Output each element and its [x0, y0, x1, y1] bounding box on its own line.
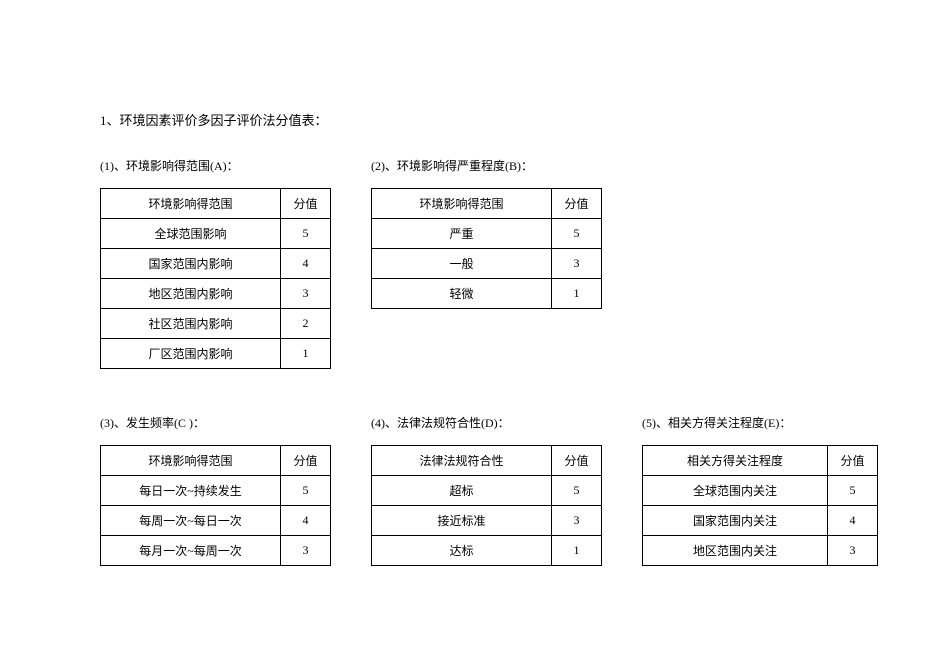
table-cell: 厂区范围内影响	[101, 339, 281, 369]
table-header-cell: 环境影响得范围	[101, 446, 281, 476]
table-row: 严重 5	[372, 219, 602, 249]
table-header-cell: 分值	[828, 446, 878, 476]
section-d: (4)、法律法规符合性(D)： 法律法规符合性 分值 超标 5 接近标准 3 达…	[371, 414, 602, 566]
table-cell: 1	[552, 536, 602, 566]
table-cell: 达标	[372, 536, 552, 566]
table-row: 轻微 1	[372, 279, 602, 309]
table-e: 相关方得关注程度 分值 全球范围内关注 5 国家范围内关注 4 地区范围内关注 …	[642, 445, 878, 566]
table-cell: 地区范围内关注	[643, 536, 828, 566]
table-d: 法律法规符合性 分值 超标 5 接近标准 3 达标 1	[371, 445, 602, 566]
table-row: 全球范围影响 5	[101, 219, 331, 249]
table-row: 相关方得关注程度 分值	[643, 446, 878, 476]
table-cell: 3	[281, 279, 331, 309]
table-cell: 地区范围内影响	[101, 279, 281, 309]
table-cell: 3	[552, 506, 602, 536]
main-title: 1、环境因素评价多因子评价法分值表：	[100, 110, 945, 129]
section-c-title: (3)、发生频率(C )：	[100, 414, 331, 431]
table-cell: 社区范围内影响	[101, 309, 281, 339]
table-cell: 3	[281, 536, 331, 566]
table-row: 超标 5	[372, 476, 602, 506]
table-cell: 4	[828, 506, 878, 536]
table-header-cell: 分值	[281, 446, 331, 476]
table-row: 达标 1	[372, 536, 602, 566]
table-cell: 每日一次~持续发生	[101, 476, 281, 506]
table-cell: 3	[552, 249, 602, 279]
section-a-title: (1)、环境影响得范围(A)：	[100, 157, 331, 174]
table-cell: 全球范围影响	[101, 219, 281, 249]
section-b: (2)、环境影响得严重程度(B)： 环境影响得范围 分值 严重 5 一般 3 轻…	[371, 157, 602, 369]
table-cell: 1	[552, 279, 602, 309]
table-cell: 轻微	[372, 279, 552, 309]
table-cell: 每月一次~每周一次	[101, 536, 281, 566]
table-row: 社区范围内影响 2	[101, 309, 331, 339]
table-header-cell: 分值	[552, 189, 602, 219]
section-b-title: (2)、环境影响得严重程度(B)：	[371, 157, 602, 174]
table-row: 环境影响得范围 分值	[101, 446, 331, 476]
table-cell: 接近标准	[372, 506, 552, 536]
section-e: (5)、相关方得关注程度(E)： 相关方得关注程度 分值 全球范围内关注 5 国…	[642, 414, 878, 566]
table-cell: 5	[281, 219, 331, 249]
table-header-cell: 环境影响得范围	[372, 189, 552, 219]
table-header-cell: 相关方得关注程度	[643, 446, 828, 476]
section-d-title: (4)、法律法规符合性(D)：	[371, 414, 602, 431]
table-cell: 一般	[372, 249, 552, 279]
table-row: 每月一次~每周一次 3	[101, 536, 331, 566]
table-header-cell: 分值	[552, 446, 602, 476]
table-cell: 每周一次~每日一次	[101, 506, 281, 536]
table-row: 地区范围内影响 3	[101, 279, 331, 309]
table-b: 环境影响得范围 分值 严重 5 一般 3 轻微 1	[371, 188, 602, 309]
table-row: 一般 3	[372, 249, 602, 279]
table-header-cell: 环境影响得范围	[101, 189, 281, 219]
table-cell: 3	[828, 536, 878, 566]
table-header-cell: 分值	[281, 189, 331, 219]
row-1: (1)、环境影响得范围(A)： 环境影响得范围 分值 全球范围影响 5 国家范围…	[100, 157, 945, 369]
table-cell: 全球范围内关注	[643, 476, 828, 506]
table-cell: 5	[828, 476, 878, 506]
table-row: 环境影响得范围 分值	[372, 189, 602, 219]
row-2: (3)、发生频率(C )： 环境影响得范围 分值 每日一次~持续发生 5 每周一…	[100, 414, 945, 566]
table-cell: 5	[281, 476, 331, 506]
table-row: 每周一次~每日一次 4	[101, 506, 331, 536]
section-e-title: (5)、相关方得关注程度(E)：	[642, 414, 878, 431]
table-row: 接近标准 3	[372, 506, 602, 536]
table-cell: 5	[552, 219, 602, 249]
table-cell: 4	[281, 249, 331, 279]
table-cell: 国家范围内影响	[101, 249, 281, 279]
table-row: 国家范围内关注 4	[643, 506, 878, 536]
table-row: 厂区范围内影响 1	[101, 339, 331, 369]
table-cell: 超标	[372, 476, 552, 506]
table-row: 地区范围内关注 3	[643, 536, 878, 566]
table-header-cell: 法律法规符合性	[372, 446, 552, 476]
section-a: (1)、环境影响得范围(A)： 环境影响得范围 分值 全球范围影响 5 国家范围…	[100, 157, 331, 369]
table-row: 全球范围内关注 5	[643, 476, 878, 506]
table-cell: 国家范围内关注	[643, 506, 828, 536]
table-row: 每日一次~持续发生 5	[101, 476, 331, 506]
table-cell: 2	[281, 309, 331, 339]
table-cell: 1	[281, 339, 331, 369]
table-row: 法律法规符合性 分值	[372, 446, 602, 476]
table-c: 环境影响得范围 分值 每日一次~持续发生 5 每周一次~每日一次 4 每月一次~…	[100, 445, 331, 566]
section-c: (3)、发生频率(C )： 环境影响得范围 分值 每日一次~持续发生 5 每周一…	[100, 414, 331, 566]
table-cell: 5	[552, 476, 602, 506]
table-cell: 严重	[372, 219, 552, 249]
table-a: 环境影响得范围 分值 全球范围影响 5 国家范围内影响 4 地区范围内影响 3 …	[100, 188, 331, 369]
table-row: 环境影响得范围 分值	[101, 189, 331, 219]
table-cell: 4	[281, 506, 331, 536]
table-row: 国家范围内影响 4	[101, 249, 331, 279]
